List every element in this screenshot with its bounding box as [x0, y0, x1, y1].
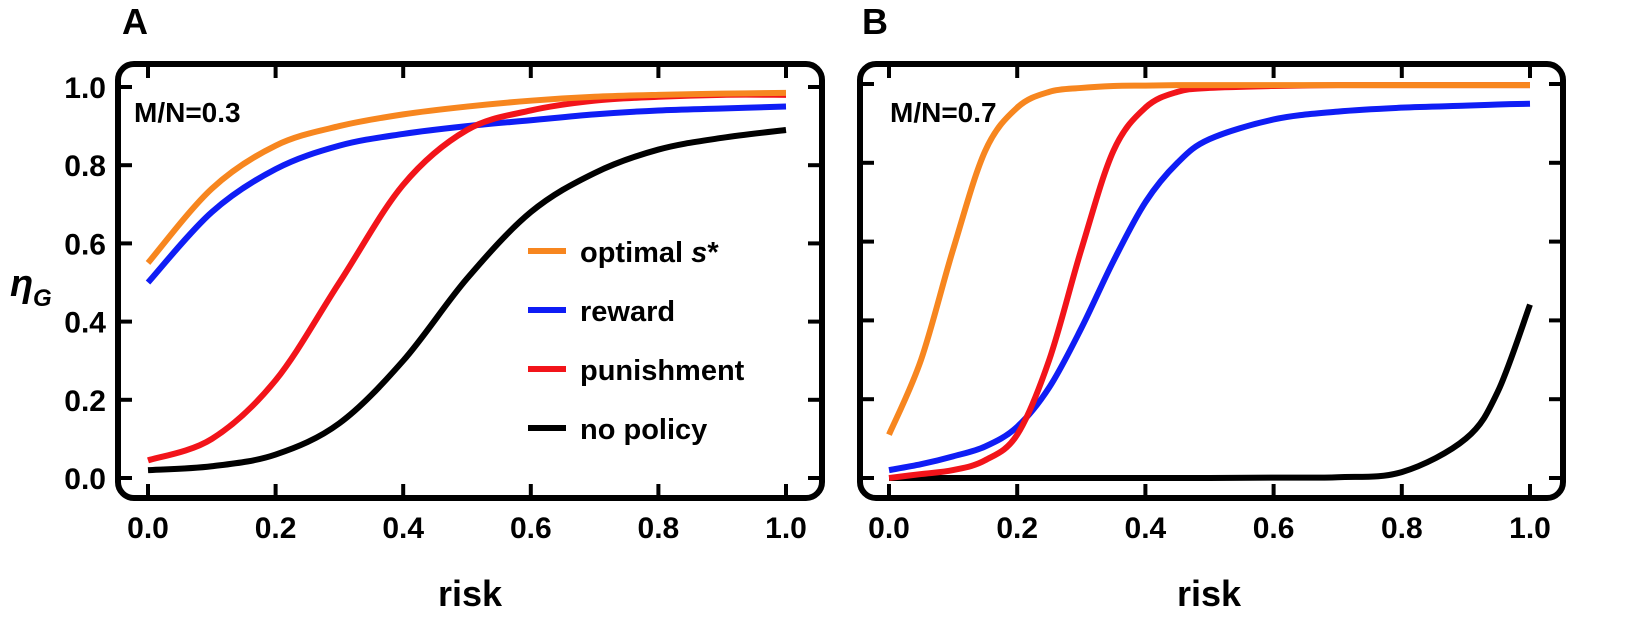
- legend-label-no-policy: no policy: [580, 414, 707, 446]
- series-lines: [145, 89, 787, 474]
- axes: 0.0 0.2 0.4 0.6 0.8 1.0 0.0 0.2 0.4 0.6 0.8 1.0: [64, 64, 822, 545]
- x-tick-label: 0.2: [255, 512, 297, 545]
- x-tick-label: 0.8: [1381, 512, 1423, 545]
- x-tick-label: 0.4: [1125, 512, 1167, 545]
- legend-label-reward: reward: [580, 296, 675, 328]
- panel-label: B: [862, 1, 888, 42]
- series-line-reward: [888, 100, 1531, 474]
- x-tick-label: 0.0: [868, 512, 910, 545]
- panel-label: A: [122, 1, 148, 42]
- x-tick-label: 1.0: [765, 512, 807, 545]
- plot-frame: [115, 61, 825, 501]
- y-tick-label: 0.2: [64, 385, 106, 418]
- x-tick-label: 0.8: [638, 512, 680, 545]
- plot-frame: [857, 61, 1566, 501]
- series-line-no-policy: [889, 303, 1533, 482]
- y-axis-label-subscript: G: [33, 285, 52, 312]
- series-lines: [886, 82, 1533, 482]
- x-axis-label: risk: [1177, 573, 1242, 614]
- y-axis-label: η G: [10, 263, 52, 312]
- x-tick-label: 1.0: [1509, 512, 1551, 545]
- series-line-optimal: [886, 82, 1530, 436]
- annotation-label: M/N=0.7: [890, 97, 997, 128]
- series-line-reward: [145, 103, 787, 285]
- y-axis-label-symbol: η: [10, 263, 33, 305]
- y-tick-label: 0.8: [64, 150, 106, 183]
- annotation-label: M/N=0.3: [134, 97, 241, 128]
- y-tick-label: 0.6: [64, 228, 106, 261]
- panel-b: B M/N=0.7 0.0 0.2 0.4 0.6 0.8 1.0 risk: [857, 1, 1566, 614]
- panel-a: A M/N=0.3 0.0 0.2 0.4 0.6 0.8 1.0 0.0 0.2 0.4 0.6…: [64, 1, 825, 614]
- x-tick-label: 0.2: [996, 512, 1038, 545]
- y-tick-label: 1.0: [64, 72, 106, 105]
- y-tick-label: 0.4: [64, 307, 106, 340]
- legend-label-optimal: optimal s*: [580, 237, 719, 269]
- series-line-optimal: [145, 89, 787, 265]
- x-tick-label: 0.6: [510, 512, 552, 545]
- y-tick-label: 0.0: [64, 463, 106, 496]
- axes: 0.0 0.2 0.4 0.6 0.8 1.0: [860, 64, 1563, 545]
- legend: optimal s* reward punishment no policy: [528, 237, 745, 446]
- x-tick-label: 0.6: [1253, 512, 1295, 545]
- legend-label-punishment: punishment: [580, 355, 745, 387]
- x-tick-label: 0.4: [382, 512, 424, 545]
- x-tick-label: 0.0: [127, 512, 169, 545]
- x-axis-label: risk: [438, 573, 503, 614]
- series-line-no-policy: [147, 127, 787, 474]
